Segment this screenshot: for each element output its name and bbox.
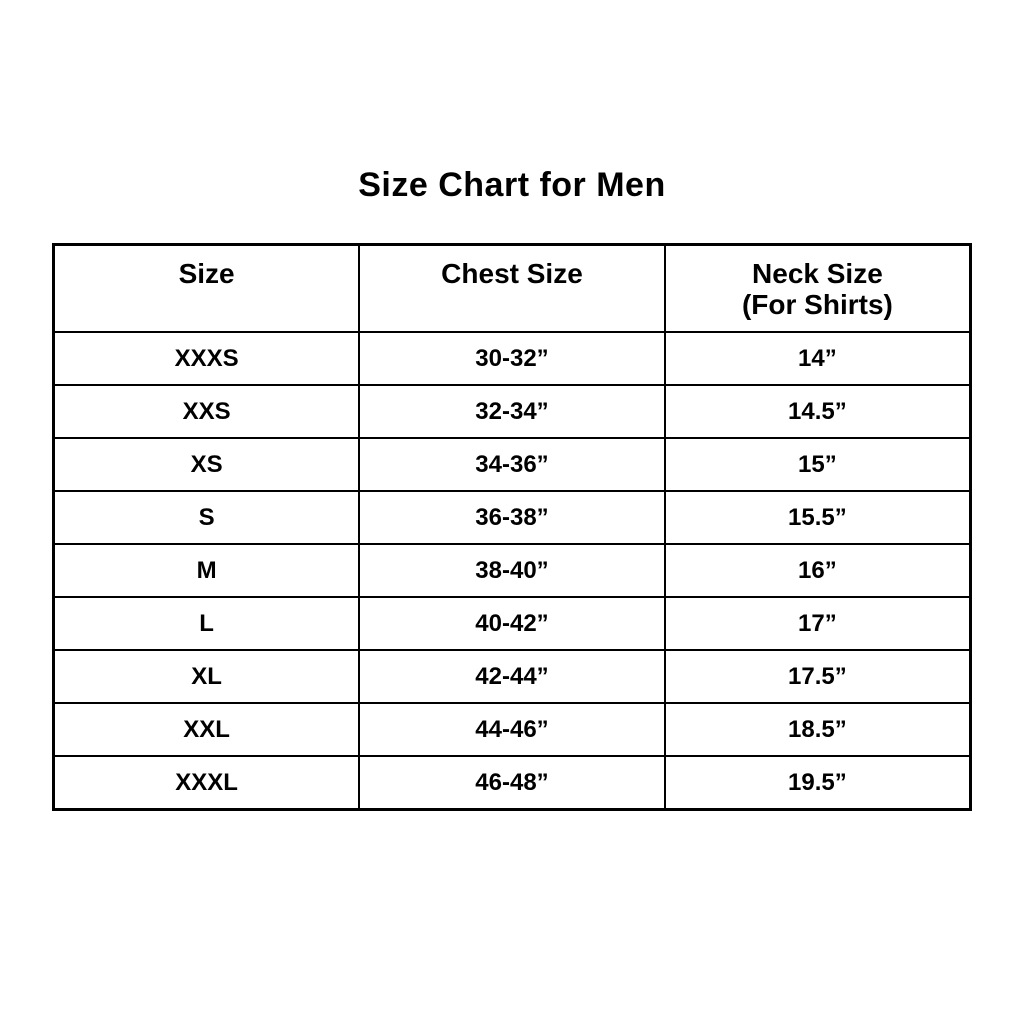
column-header-neck-size-label: Neck Size xyxy=(752,257,883,289)
column-header-chest-size-label: Chest Size xyxy=(441,257,583,289)
neck-cell: 17” xyxy=(663,596,972,651)
size-cell: XL xyxy=(52,649,361,704)
size-cell: XXS xyxy=(52,384,361,439)
table-row-s: S 36-38” 15.5” xyxy=(52,490,972,545)
chest-cell: 46-48” xyxy=(358,755,666,811)
table-row-xl: XL 42-44” 17.5” xyxy=(52,649,972,704)
column-header-chest-size: Chest Size xyxy=(358,243,666,333)
column-header-size: Size xyxy=(52,243,361,333)
table-row-m: M 38-40” 16” xyxy=(52,543,972,598)
neck-cell: 17.5” xyxy=(663,649,972,704)
size-cell: XXL xyxy=(52,702,361,757)
table-row-l: L 40-42” 17” xyxy=(52,596,972,651)
column-header-neck-size-sublabel: (For Shirts) xyxy=(741,288,893,320)
size-cell: L xyxy=(52,596,361,651)
chest-cell: 38-40” xyxy=(358,543,666,598)
size-cell: XXXS xyxy=(52,331,361,386)
table-row-xs: XS 34-36” 15” xyxy=(52,437,972,492)
neck-cell: 16” xyxy=(663,543,972,598)
chest-cell: 36-38” xyxy=(358,490,666,545)
chest-cell: 42-44” xyxy=(358,649,666,704)
header-row: Size Chest Size Neck Size (For Shirts) xyxy=(52,243,972,333)
neck-cell: 19.5” xyxy=(663,755,972,811)
table-row-xxxl: XXXL 46-48” 19.5” xyxy=(52,755,972,811)
column-header-chest-size-sublabel xyxy=(360,289,664,320)
size-cell: M xyxy=(52,543,361,598)
size-cell: S xyxy=(52,490,361,545)
size-cell: XXXL xyxy=(52,755,361,811)
column-header-neck-size: Neck Size (For Shirts) xyxy=(663,243,972,333)
chest-cell: 30-32” xyxy=(358,331,666,386)
table-row-xxxs: XXXS 30-32” 14” xyxy=(52,331,972,386)
column-header-size-label: Size xyxy=(178,257,235,289)
neck-cell: 15” xyxy=(663,437,972,492)
page-title: Size Chart for Men xyxy=(358,166,666,204)
size-cell: XS xyxy=(52,437,361,492)
size-chart-table: Size Chest Size Neck Size (For Shirts) X… xyxy=(52,243,972,811)
chest-cell: 32-34” xyxy=(358,384,666,439)
neck-cell: 14” xyxy=(663,331,972,386)
chest-cell: 40-42” xyxy=(358,596,666,651)
chest-cell: 44-46” xyxy=(358,702,666,757)
neck-cell: 15.5” xyxy=(663,490,972,545)
neck-cell: 18.5” xyxy=(663,702,972,757)
neck-cell: 14.5” xyxy=(663,384,972,439)
column-header-size-sublabel xyxy=(55,289,358,320)
table-row-xxs: XXS 32-34” 14.5” xyxy=(52,384,972,439)
table-row-xxl: XXL 44-46” 18.5” xyxy=(52,702,972,757)
chest-cell: 34-36” xyxy=(358,437,666,492)
